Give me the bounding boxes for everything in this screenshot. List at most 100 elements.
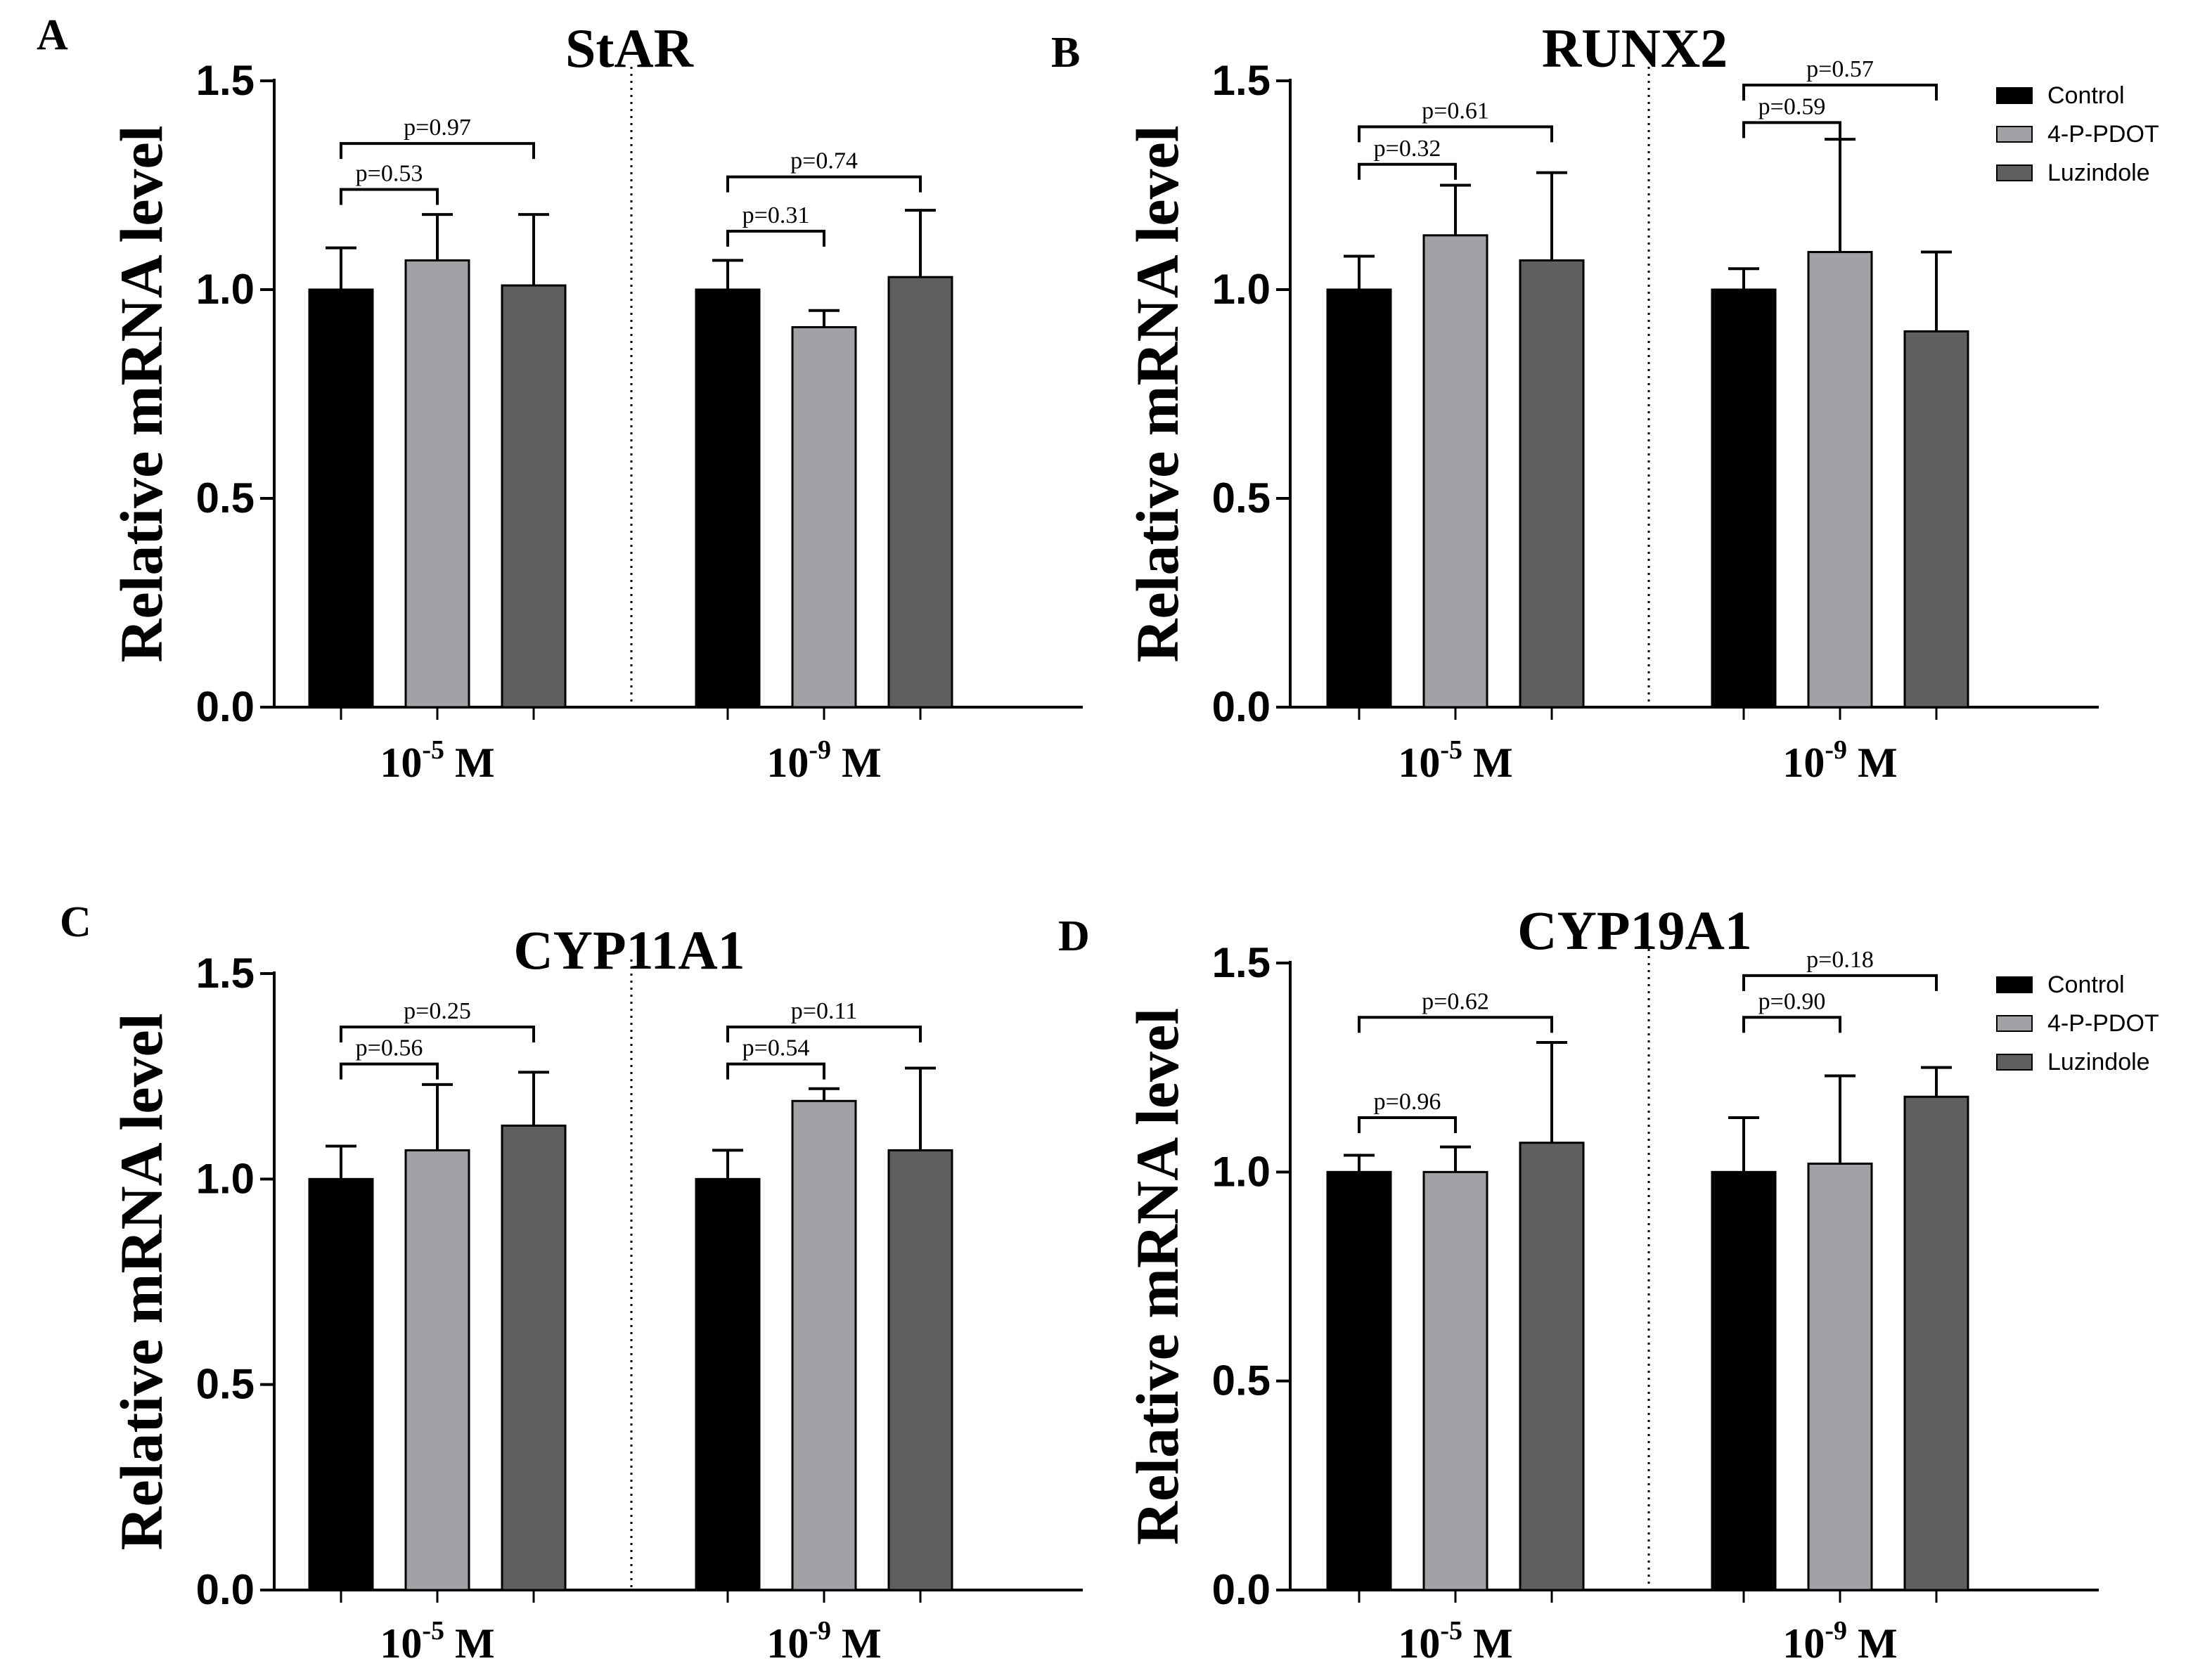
p-value-label: p=0.56 (356, 1035, 423, 1061)
bar-luzindole (1519, 259, 1585, 709)
bar-control (695, 1177, 761, 1591)
y-tick-label: 1.5 (1212, 57, 1271, 104)
bar-control (308, 288, 374, 709)
p-value-label: p=0.59 (1758, 93, 1826, 119)
p-value-label: p=0.32 (1374, 136, 1441, 162)
legend-label: Luzindole (2047, 1049, 2150, 1075)
legend-label: 4-P-PDOT (2047, 121, 2159, 148)
significance-bracket (1358, 162, 1457, 180)
legend-swatch (1996, 87, 2033, 104)
legend-label: Control (2047, 971, 2125, 998)
p-value-label: p=0.97 (404, 115, 471, 141)
p-value-label: p=0.74 (790, 148, 858, 174)
significance-bracket (726, 1026, 922, 1043)
y-tick-label: 1.0 (196, 266, 255, 313)
p-value-label: p=0.96 (1374, 1089, 1441, 1115)
bar-luzindole (1903, 1095, 1969, 1591)
legend-label: 4-P-PDOT (2047, 1010, 2159, 1037)
y-tick-label: 0.0 (1212, 683, 1271, 730)
panel-letter: C (60, 898, 91, 946)
chart-panel-b: B RUNX2 Relative mRNA level 0.0 0.5 1.0 1.5 10-… (1051, 18, 2159, 786)
bar-luzindole (1903, 330, 1969, 709)
bar-4-p-pdot (791, 1099, 857, 1591)
p-value-label: p=0.54 (742, 1035, 810, 1061)
x-tick-label: 10-5 M (380, 735, 494, 786)
panel-letter: D (1058, 912, 1090, 960)
y-tick-label: 1.0 (1212, 1148, 1271, 1195)
x-tick-label: 10-9 M (766, 735, 881, 786)
y-tick-label: 0.0 (1212, 1566, 1271, 1613)
bar-4-p-pdot (1422, 1170, 1488, 1591)
panel-letter: B (1051, 29, 1080, 77)
significance-bracket (726, 1062, 825, 1080)
bar-control (1711, 288, 1777, 709)
significance-bracket (1742, 974, 1938, 991)
bar-control (695, 288, 761, 709)
p-value-label: p=0.53 (356, 160, 423, 186)
y-tick-label: 1.0 (196, 1155, 255, 1202)
bar-4-p-pdot (1807, 251, 1873, 709)
bar-luzindole (1519, 1142, 1585, 1591)
bar-luzindole (887, 276, 953, 709)
bar-4-p-pdot (404, 1149, 470, 1591)
significance-bracket (1358, 125, 1553, 143)
chart-title: RUNX2 (1542, 18, 1728, 79)
significance-bracket (726, 175, 922, 193)
y-axis-label: Relative mRNA level (1124, 1008, 1191, 1545)
bar-4-p-pdot (1807, 1162, 1873, 1591)
y-tick-label: 0.5 (196, 1361, 255, 1408)
significance-bracket (340, 188, 439, 205)
legend-swatch (1996, 126, 2033, 143)
significance-bracket (340, 1062, 439, 1080)
y-axis-label: Relative mRNA level (1124, 125, 1191, 662)
y-tick-label: 0.5 (196, 474, 255, 522)
x-tick-label: 10-9 M (766, 1616, 881, 1667)
y-tick-label: 0.5 (1212, 1357, 1271, 1404)
p-value-label: p=0.11 (791, 998, 857, 1024)
x-tick-label: 10-9 M (1782, 735, 1897, 786)
bar-4-p-pdot (791, 325, 857, 709)
y-tick-label: 0.0 (196, 683, 255, 730)
legend-swatch (1996, 1054, 2033, 1071)
bar-control (1326, 288, 1392, 709)
chart-title: StAR (565, 18, 695, 79)
chart-panel-d: D CYP19A1 Relative mRNA level 0.0 0.5 1.0 1.5 1… (1058, 900, 2159, 1667)
x-tick-label: 10-5 M (380, 1616, 494, 1667)
p-value-label: p=0.90 (1758, 988, 1826, 1014)
chart-title: CYP11A1 (513, 919, 745, 981)
significance-bracket (1358, 1016, 1553, 1033)
y-tick-label: 1.0 (1212, 266, 1271, 313)
panel-letter: A (37, 11, 68, 59)
chart-title: CYP19A1 (1517, 900, 1752, 961)
p-value-label: p=0.62 (1422, 988, 1489, 1014)
significance-bracket (1742, 1016, 1841, 1033)
bar-control (1326, 1170, 1392, 1591)
chart-panel-c: C CYP11A1 Relative mRNA level 0.0 0.5 1.0 1.5 1… (60, 898, 1083, 1667)
bar-4-p-pdot (1422, 234, 1488, 709)
p-value-label: p=0.31 (742, 202, 810, 228)
significance-bracket (1742, 83, 1938, 101)
significance-bracket (1742, 121, 1841, 138)
bar-4-p-pdot (404, 259, 470, 709)
y-axis-label: Relative mRNA level (108, 125, 175, 662)
y-tick-label: 0.0 (196, 1566, 255, 1613)
x-tick-label: 10-9 M (1782, 1616, 1897, 1667)
significance-bracket (726, 229, 825, 247)
chart-panel-a: A StAR Relative mRNA level 0.0 0.5 1.0 1.5 10-5… (37, 11, 1083, 786)
legend-swatch (1996, 976, 2033, 993)
significance-bracket (340, 1026, 535, 1043)
y-axis-label: Relative mRNA level (108, 1013, 175, 1550)
x-tick-label: 10-5 M (1398, 1616, 1512, 1667)
legend-label: Control (2047, 82, 2125, 109)
p-value-label: p=0.25 (404, 998, 471, 1024)
significance-bracket (340, 142, 535, 160)
p-value-label: p=0.57 (1806, 56, 1874, 82)
y-tick-label: 1.5 (196, 57, 255, 104)
y-tick-label: 0.5 (1212, 474, 1271, 522)
legend-label: Luzindole (2047, 160, 2150, 186)
p-value-label: p=0.18 (1806, 947, 1874, 973)
legend-swatch (1996, 164, 2033, 181)
legend-swatch (1996, 1015, 2033, 1032)
bar-luzindole (501, 284, 567, 709)
